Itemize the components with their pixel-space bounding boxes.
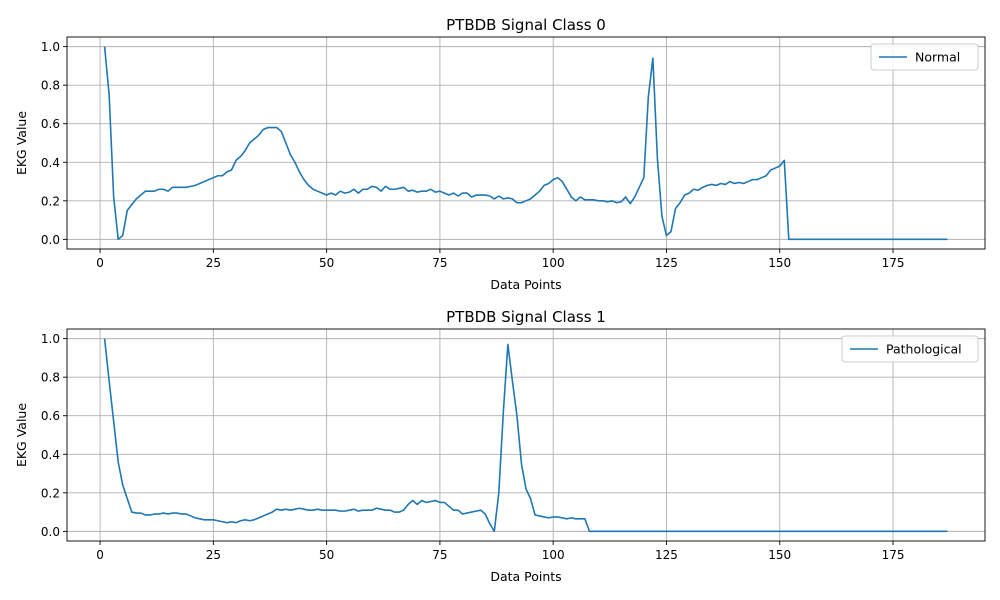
x-tick-label: 150 [768,256,791,270]
legend: Pathological [841,335,979,363]
x-tick-label: 125 [655,256,678,270]
legend: Normal [870,43,979,71]
y-axis-label: EKG Value [14,403,29,467]
y-tick-label: 0.4 [41,156,60,170]
subplot-class-0: 0 25 50 75 100 125 150 175 0.0 0.2 0.4 0.6 0.8 1.0 PTB… [14,16,986,292]
x-axis-label: Data Points [490,277,561,292]
x-tick-label: 75 [432,548,447,562]
x-tick-label: 175 [882,256,905,270]
x-tick-label: 50 [319,256,334,270]
y-tick-label: 0.2 [41,194,60,208]
y-tick-label: 0.0 [41,525,60,539]
chart-title: PTBDB Signal Class 1 [446,308,606,326]
x-tick-label: 75 [432,256,447,270]
x-tick-label: 50 [319,548,334,562]
x-tick-label: 25 [206,548,221,562]
legend-label: Normal [915,50,960,65]
y-tick-label: 0.8 [41,79,60,93]
x-tick-label: 100 [542,256,565,270]
series-line-normal [103,46,948,241]
x-tick-label: 0 [96,548,104,562]
y-tick-label: 0.4 [41,448,60,462]
x-tick-label: 0 [96,256,104,270]
y-tick-label: 1.0 [41,332,60,346]
x-tick-label: 25 [206,256,221,270]
y-axis-label: EKG Value [14,111,29,175]
chart-title: PTBDB Signal Class 0 [446,16,606,34]
y-tick-label: 0.2 [41,486,60,500]
plot-frame [66,36,986,250]
x-tick-label: 100 [542,548,565,562]
subplot-class-1: 0 25 50 75 100 125 150 175 0.0 0.2 0.4 0.6 0.8 1.0 PTB… [14,308,986,584]
x-tick-label: 125 [655,548,678,562]
y-tick-label: 0.0 [41,233,60,247]
legend-box [870,43,979,71]
plot-frame [66,328,986,542]
y-tick-label: 0.6 [41,409,60,423]
x-tick-label: 150 [768,548,791,562]
legend-box [841,335,979,363]
x-tick-label: 175 [882,548,905,562]
y-tick-label: 0.8 [41,371,60,385]
y-tick-label: 0.6 [41,117,60,131]
legend-label: Pathological [886,342,962,357]
y-tick-label: 1.0 [41,40,60,54]
series-line-pathological [103,338,948,533]
x-axis-label: Data Points [490,569,561,584]
